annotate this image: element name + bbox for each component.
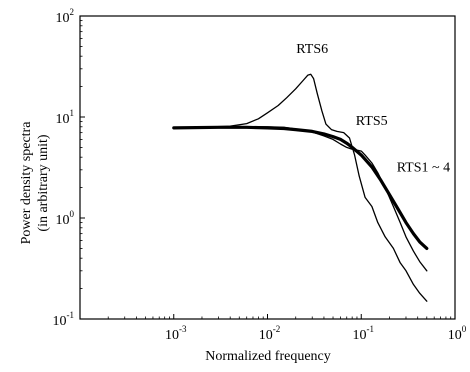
x-tick-label-base-0: 10: [165, 328, 179, 343]
y-tick-label-3: 102: [56, 7, 75, 26]
y-tick-label-base-1: 10: [56, 213, 70, 228]
y-tick-label-0: 10-1: [53, 310, 75, 329]
x-tick-label-3: 100: [448, 324, 467, 343]
x-tick-label-exp-1: -2: [273, 324, 281, 334]
annotation-rts6: RTS6: [296, 42, 328, 57]
series-line-rts5: [173, 126, 428, 272]
y-tick-label-base-2: 10: [56, 112, 70, 127]
y-axis-label: Power density spectra (in arbitrary unit…: [19, 121, 51, 245]
y-tick-label-exp-2: 1: [70, 108, 75, 118]
y-tick-label-exp-0: -1: [67, 310, 75, 320]
x-tick-label-1: 10-2: [259, 324, 281, 343]
annotation-rts1-4: RTS1 ~ 4: [397, 160, 450, 175]
y-axis-label-line-1: Power density spectra: [19, 121, 34, 245]
y-tick-label-exp-1: 0: [70, 209, 75, 219]
y-tick-label-base-0: 10: [53, 314, 67, 329]
y-tick-label-2: 101: [56, 108, 75, 127]
x-tick-label-exp-0: -3: [179, 324, 187, 334]
x-tick-label-exp-3: 0: [462, 324, 467, 334]
x-tick-label-base-1: 10: [259, 328, 273, 343]
annotations: RTS6 RTS5 RTS1 ~ 4: [296, 42, 450, 175]
y-axis-label-line-2: (in arbitrary unit): [36, 134, 51, 232]
series-line-rts6: [173, 73, 428, 302]
x-tick-label-exp-2: -1: [367, 324, 375, 334]
x-tick-label-0: 10-3: [165, 324, 187, 343]
y-tick-label-1: 100: [56, 209, 75, 228]
annotation-rts5: RTS5: [356, 114, 388, 129]
x-tick-label-2: 10-1: [353, 324, 375, 343]
series-group: [172, 73, 429, 302]
series-line-rts1-4: [172, 125, 429, 250]
x-tick-label-base-3: 10: [448, 328, 462, 343]
y-tick-label-exp-3: 2: [70, 7, 75, 17]
x-axis-label: Normalized frequency: [205, 349, 331, 364]
y-tick-label-base-3: 10: [56, 11, 70, 26]
x-tick-label-base-2: 10: [353, 328, 367, 343]
